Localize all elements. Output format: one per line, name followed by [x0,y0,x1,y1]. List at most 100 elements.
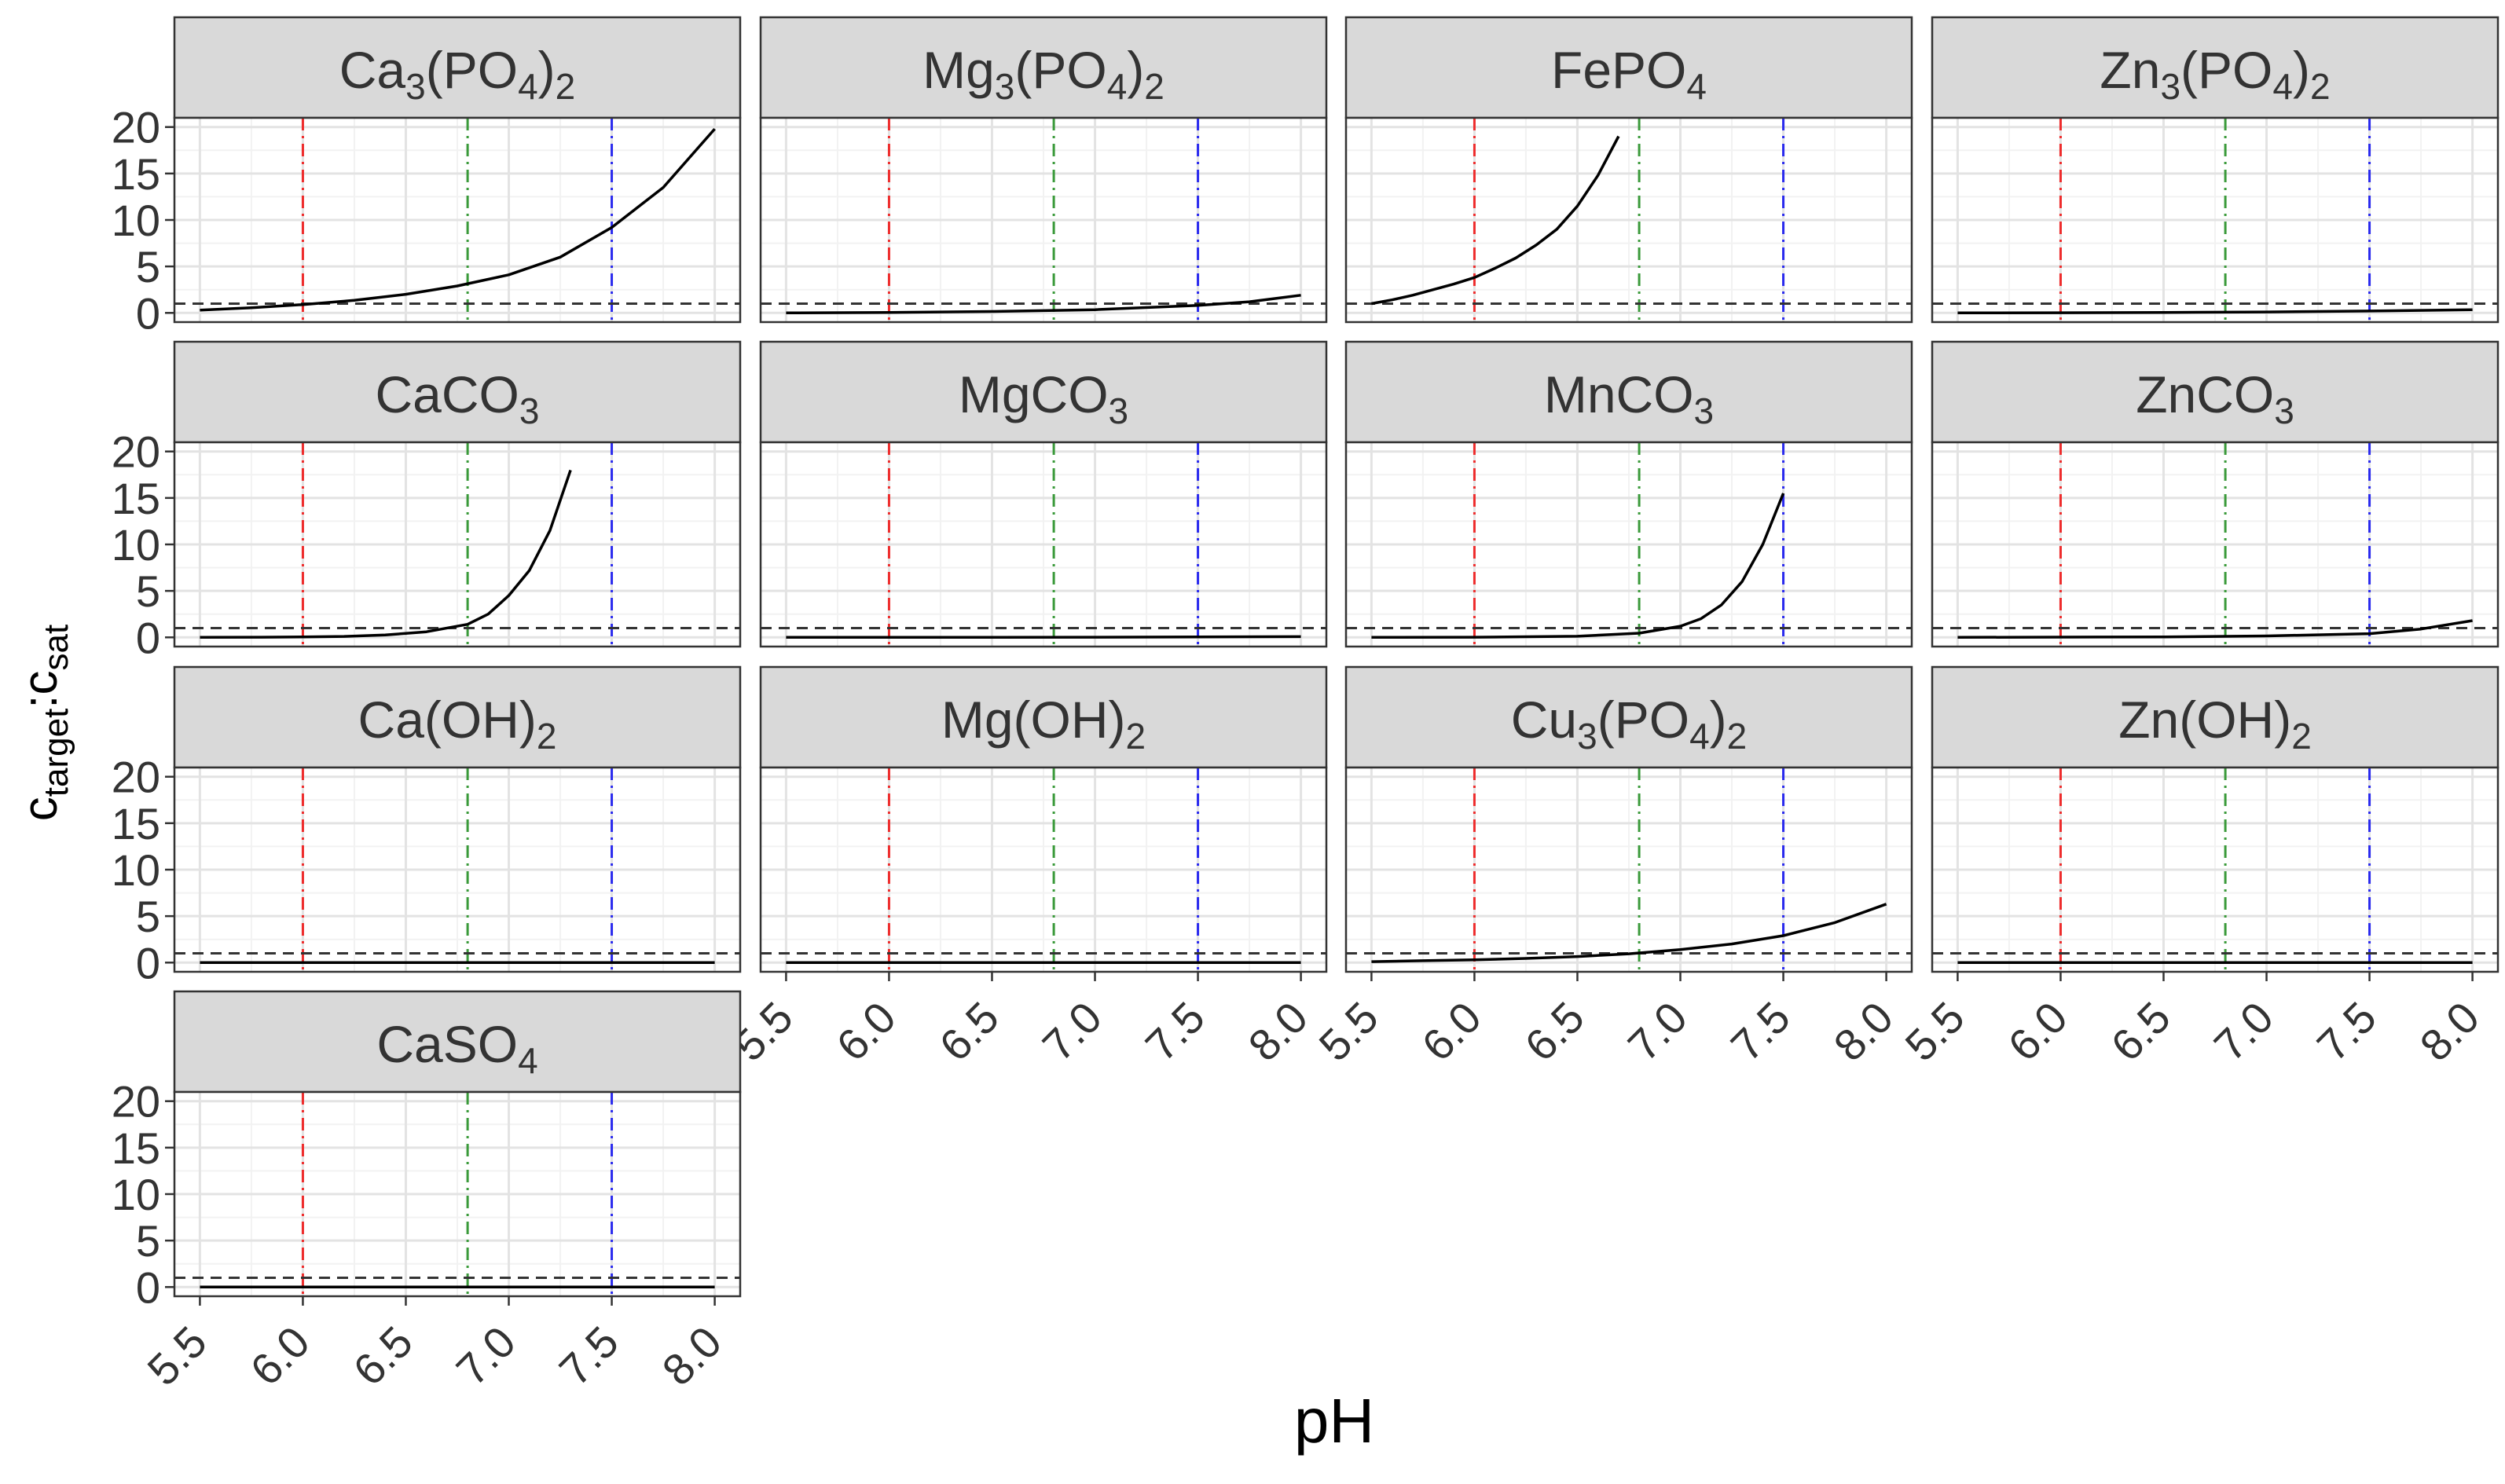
series-line [1957,619,2473,639]
series-line [1371,135,1620,306]
facet-strip [759,16,1328,119]
facet-panel: ZnCO3 [1931,340,2499,648]
series-line [1371,493,1785,639]
x-tick-label: 6.5 [1515,992,1594,1071]
facet-strip [1344,340,1913,444]
y-tick-label: 15 [112,1123,160,1173]
y-tick-label: 20 [112,103,160,152]
x-tick-label: 6.0 [1998,992,2077,1071]
facet-strip [1931,665,2499,769]
facet-panel: MnCO3 [1344,340,1913,648]
y-tick-label: 0 [136,613,160,662]
y-axis-title: ctarget:csat [13,625,75,821]
facet-title: FePO4 [1551,41,1707,107]
series-line [200,469,572,639]
facet-title: MnCO3 [1544,365,1714,431]
x-axis-title: pH [1294,1386,1374,1456]
x-tick-label: 6.0 [1412,992,1491,1071]
x-tick-label: 6.5 [930,992,1008,1071]
plot-border [1931,441,2499,648]
x-tick-label: 8.0 [1238,992,1317,1071]
y-tick-label: 15 [112,474,160,523]
x-tick-label: 6.5 [343,1317,422,1395]
x-tick-label: 6.0 [240,1317,319,1395]
y-tick-label: 20 [112,427,160,477]
y-tick-label: 10 [112,845,160,895]
x-tick-label: 5.5 [1309,992,1388,1071]
y-tick-label: 15 [112,799,160,848]
series-line [200,127,716,312]
facet-panel: Cu3(PO4)2 5.5 6.0 6.5 7.0 7.5 8.0 [1309,665,1913,1071]
plot-border [759,116,1328,324]
series-line [1957,308,2473,315]
facet-title: MgCO3 [959,365,1128,431]
y-tick-label: 10 [112,1170,160,1219]
x-tick-label: 7.5 [549,1317,628,1395]
facet-title: Mg3(PO4)2 [922,41,1164,107]
facet-panel: Mg(OH)25.5 6.0 6.5 7.0 7.5 8.0 [724,665,1328,1071]
facet-title: Mg(OH)2 [941,691,1146,757]
series-line [786,635,1301,639]
x-tick-label: 8.0 [2410,992,2488,1071]
facet-title: Cu3(PO4)2 [1511,691,1747,757]
facet-strip [173,16,742,119]
y-tick-label: 0 [136,938,160,988]
facet-panel: MgCO3 [759,340,1328,648]
facet-title: CaCO3 [376,365,540,431]
x-tick-label: 8.0 [652,1317,731,1395]
y-tick-label: 20 [112,753,160,802]
y-tick-label: 10 [112,196,160,245]
x-tick-label: 6.0 [827,992,905,1071]
facet-panel: Zn3(PO4)2 [1931,16,2499,324]
y-tick-label: 0 [136,288,160,338]
x-tick-label: 5.5 [1895,992,1974,1071]
x-tick-label: 6.5 [2101,992,2180,1071]
y-tick-label: 15 [112,149,160,199]
facet-title: ZnCO3 [2136,365,2294,431]
x-tick-label: 7.0 [1032,992,1111,1071]
y-tick-label: 5 [136,892,160,941]
plot-border [1931,766,2499,973]
facet-strip [173,340,742,444]
plot-border [759,766,1328,973]
x-tick-label: 7.5 [1721,992,1799,1071]
facet-title: CaSO4 [376,1015,537,1081]
facet-strip [173,990,742,1094]
series-line [1371,903,1887,963]
plot-border [1344,441,1913,648]
y-tick-label: 5 [136,1216,160,1266]
facet-panel: FePO4 [1344,16,1913,324]
x-tick-label: 7.0 [2204,992,2283,1071]
plot-border [1344,766,1913,973]
x-tick-label: 7.0 [446,1317,525,1395]
x-tick-label: 8.0 [1824,992,1902,1071]
facet-title: Ca(OH)2 [358,691,557,757]
facet-strip [759,665,1328,769]
y-tick-label: 0 [136,1262,160,1312]
facet-title: Zn(OH)2 [2118,691,2312,757]
series-line [786,294,1301,315]
plot-border [759,441,1328,648]
y-tick-label: 20 [112,1077,160,1127]
facet-panel: Mg3(PO4)2 [759,16,1328,324]
y-tick-label: 5 [136,242,160,291]
facet-strip [1344,665,1913,769]
y-tick-label: 5 [136,566,160,616]
x-tick-label: 7.5 [1135,992,1214,1071]
plot-border [1931,116,2499,324]
plot-border [1344,116,1913,324]
y-tick-label: 10 [112,520,160,570]
x-tick-label: 7.0 [1618,992,1696,1071]
facet-strip [1344,16,1913,119]
x-tick-label: 7.5 [2307,992,2386,1071]
x-tick-label: 5.5 [138,1317,216,1395]
facet-panel: Zn(OH)2 5.5 6.0 6.5 7.0 7.5 8.0 [1895,665,2499,1071]
facet-title: Ca3(PO4)2 [339,41,575,107]
facet-title: Zn3(PO4)2 [2100,41,2330,107]
